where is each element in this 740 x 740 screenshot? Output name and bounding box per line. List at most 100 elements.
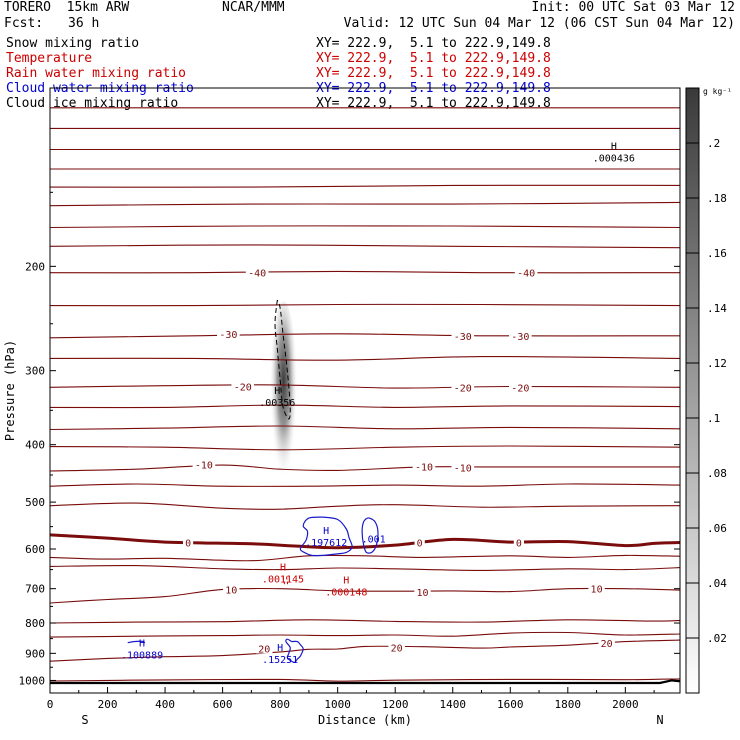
colorbar-tick-label: .16 xyxy=(707,247,727,260)
temperature-label: -40 xyxy=(517,269,535,280)
colorbar-tick-label: .08 xyxy=(707,467,727,480)
maximum-marker: H xyxy=(323,526,329,537)
maximum-value: .15251 xyxy=(262,655,298,666)
temperature-contour xyxy=(49,483,681,487)
temperature-label: 20 xyxy=(391,644,403,655)
temperature-contour xyxy=(49,384,681,389)
model-title: TORERO 15km ARW xyxy=(4,0,130,15)
temperature-label-bg xyxy=(509,329,532,341)
maximum-value: .001145 xyxy=(262,574,304,585)
temperature-label-bg xyxy=(231,380,255,392)
temperature-contour xyxy=(49,678,681,682)
colorbar-tick-label: .12 xyxy=(707,357,727,370)
temperature-label: -20 xyxy=(511,383,529,394)
temperature-contour xyxy=(49,270,681,274)
temperature-contour xyxy=(49,356,681,361)
temperature-label: -10 xyxy=(195,460,213,471)
x-tick-label: 1800 xyxy=(555,698,582,711)
temperature-label-bg xyxy=(217,327,240,339)
maximum-value: .000436 xyxy=(593,154,635,165)
x-axis-label: Distance (km) xyxy=(318,713,412,727)
temperature-contour xyxy=(49,425,681,431)
maximum-marker: H xyxy=(343,576,349,587)
temperature-label: 20 xyxy=(601,639,613,650)
maximum-value: .197612 xyxy=(305,538,347,549)
temperature-label: 10 xyxy=(225,585,237,596)
cloud-water-contour xyxy=(127,640,146,644)
temperature-label-bg xyxy=(451,381,475,393)
temperature-label-bg xyxy=(513,536,525,548)
temperature-contour xyxy=(49,225,681,229)
y-tick-label: 400 xyxy=(25,439,45,452)
y-tick-label: 300 xyxy=(25,365,45,378)
temperature-contour xyxy=(49,184,681,188)
maximum-value: .000148 xyxy=(325,588,367,599)
maximum-marker: H xyxy=(277,643,283,654)
temperature-label: 0 xyxy=(185,538,191,549)
cloud-water-contour xyxy=(361,517,379,554)
temperature-label: -30 xyxy=(219,330,237,341)
temperature-contour xyxy=(49,533,681,550)
colorbar-tick-label: .06 xyxy=(707,522,727,535)
legend-xy-range: XY= 222.9, 5.1 to 222.9,149.8 xyxy=(316,66,551,81)
temperature-label: -30 xyxy=(511,332,529,343)
temperature-label: -10 xyxy=(415,462,433,473)
y-axis-label: Pressure (hPa) xyxy=(3,340,17,441)
temperature-label-bg xyxy=(598,637,615,649)
y-tick-label: 200 xyxy=(25,260,45,273)
x-tick-label: 400 xyxy=(155,698,175,711)
temperature-contour xyxy=(49,404,681,409)
temperature-contour xyxy=(49,244,681,249)
temperature-label-bg xyxy=(192,458,216,470)
maximum-marker: H xyxy=(274,386,280,397)
temperature-label: 20 xyxy=(258,644,270,655)
rain-contour xyxy=(286,576,289,585)
temperature-contour xyxy=(49,631,681,638)
legend-xy-range: XY= 222.9, 5.1 to 222.9,149.8 xyxy=(316,36,551,51)
legend-xy-range: XY= 222.9, 5.1 to 222.9,149.8 xyxy=(316,51,551,66)
temperature-label-bg xyxy=(245,266,269,278)
temperature-label-bg xyxy=(414,536,425,548)
rain-contour xyxy=(282,576,285,585)
x-tick-label: 1400 xyxy=(439,698,466,711)
init-time: Init: 00 UTC Sat 03 Mar 12 xyxy=(531,0,736,15)
y-tick-label: 600 xyxy=(25,543,45,556)
y-tick-label: 800 xyxy=(25,617,45,630)
colorbar-units: g kg⁻¹ xyxy=(703,87,732,96)
temperature-contour xyxy=(49,333,681,339)
colorbar xyxy=(685,87,700,694)
cloud-ice-contour xyxy=(274,299,291,420)
y-tick-label: 900 xyxy=(25,647,45,660)
colorbar-tick-label: .1 xyxy=(707,412,720,425)
plot-frame xyxy=(49,87,681,694)
x-tick-label: 200 xyxy=(98,698,118,711)
temperature-label-bg xyxy=(509,381,532,393)
temperature-label-bg xyxy=(451,329,475,341)
colorbar-tick-label: .14 xyxy=(707,302,727,315)
temperature-contour xyxy=(49,639,681,662)
temperature-label: 10 xyxy=(417,588,429,599)
temperature-label-bg xyxy=(588,582,605,594)
temperature-label-bg xyxy=(223,583,240,595)
temperature-label: -40 xyxy=(248,269,266,280)
temperature-label-bg xyxy=(412,460,436,472)
temperature-contour xyxy=(49,502,681,510)
y-tick-label: 1000 xyxy=(19,674,46,687)
fcst-value: 36 h xyxy=(68,16,100,31)
south-end-label: S xyxy=(81,713,88,727)
temperature-contour xyxy=(49,445,681,451)
x-tick-label: 1600 xyxy=(497,698,524,711)
x-tick-label: 1200 xyxy=(382,698,409,711)
legend-field-name: Temperature xyxy=(6,51,93,66)
temperature-contour xyxy=(49,564,681,571)
legend-field-name: Cloud ice mixing ratio xyxy=(6,96,179,111)
north-end-label: N xyxy=(656,713,663,727)
cloud-water-contour xyxy=(285,638,304,663)
legend-field-name: Rain water mixing ratio xyxy=(6,66,187,81)
legend-field-name: Snow mixing ratio xyxy=(6,36,140,51)
colorbar-tick-label: .2 xyxy=(707,137,720,150)
temperature-label-bg xyxy=(451,461,475,473)
maximum-value: .100889 xyxy=(121,651,163,662)
cloud-water-contour xyxy=(299,516,353,557)
